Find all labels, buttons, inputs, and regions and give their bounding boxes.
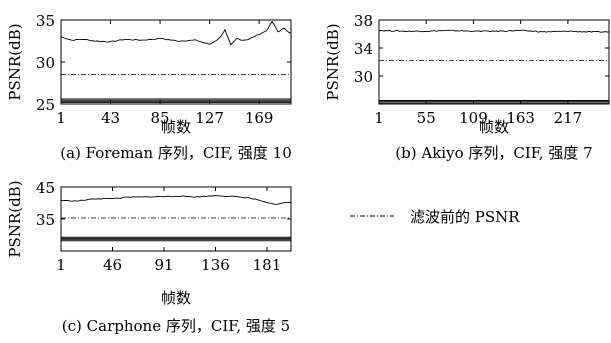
x-axis-label: 帧数 xyxy=(479,118,509,136)
x-tick-label: 127 xyxy=(195,109,224,127)
series-solid-line xyxy=(60,20,292,46)
y-tick-label: 25 xyxy=(36,96,55,114)
x-tick-label: 43 xyxy=(101,109,120,127)
chart-caption: (b) Akiyo 序列，CIF, 强度 7 xyxy=(395,144,592,162)
x-tick-label: 109 xyxy=(459,109,488,127)
legend: 滤波前的 PSNR xyxy=(350,208,520,226)
y-tick-label: 34 xyxy=(354,40,373,58)
y-tick-label: 35 xyxy=(36,12,55,30)
y-tick-label: 45 xyxy=(36,179,55,197)
x-tick-label: 181 xyxy=(253,256,282,274)
x-tick-label: 1 xyxy=(56,109,66,127)
chart-panel-2: 30 34 38 1 55 109 163 217 PSNR(dB) 帧数 (b) Akiyo 序列… xyxy=(324,12,610,162)
y-tick-label: 38 xyxy=(354,12,373,30)
x-tick-label: 91 xyxy=(154,256,173,274)
legend-label: 滤波前的 PSNR xyxy=(410,208,520,226)
chart-caption: (c) Carphone 序列，CIF, 强度 5 xyxy=(62,317,290,335)
plot-frame xyxy=(60,19,292,105)
y-axis-label: PSNR(dB) xyxy=(324,23,342,100)
chart-panel-1: 25 30 35 1 43 85 127 169 PSNR(dB) 帧数 (a) Foreman 序… xyxy=(6,12,292,162)
x-tick-label: 136 xyxy=(201,256,230,274)
y-tick-label: 35 xyxy=(36,211,55,229)
chart-caption: (a) Foreman 序列，CIF, 强度 10 xyxy=(60,144,292,162)
series-solid-line xyxy=(60,195,292,205)
x-axis-label: 帧数 xyxy=(161,289,191,307)
plot-frame xyxy=(378,19,610,105)
x-tick-label: 163 xyxy=(506,109,535,127)
chart-panels: 25 30 35 1 43 85 127 169 PSNR(dB) 帧数 (a) Foreman 序… xyxy=(6,12,610,335)
x-tick-label: 85 xyxy=(151,109,170,127)
series-solid-line xyxy=(378,29,610,33)
y-tick-label: 30 xyxy=(36,54,55,72)
x-tick-label: 169 xyxy=(245,109,274,127)
x-tick-label: 1 xyxy=(56,256,66,274)
x-tick-label: 1 xyxy=(374,109,384,127)
x-axis-label: 帧数 xyxy=(161,118,191,136)
y-axis-label: PSNR(dB) xyxy=(6,23,24,100)
x-tick-label: 55 xyxy=(417,109,436,127)
y-tick-label: 30 xyxy=(354,68,373,86)
chart-panel-3: 35 45 1 46 91 136 181 PSNR(dB) 帧数 (c) Carphone 序列… xyxy=(6,179,292,335)
x-tick-label: 217 xyxy=(554,109,583,127)
y-axis-label: PSNR(dB) xyxy=(6,180,24,257)
x-tick-label: 46 xyxy=(103,256,122,274)
